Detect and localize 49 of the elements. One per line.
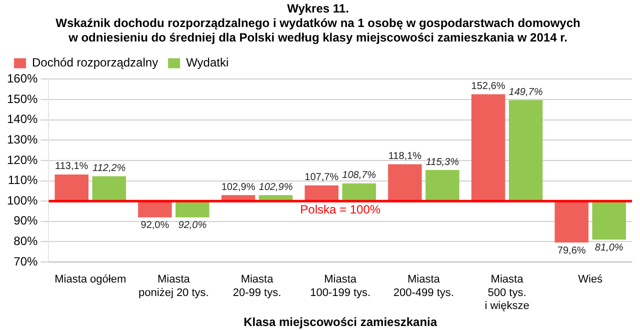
y-tick-label: 130% <box>6 132 38 146</box>
data-label: 118,1% <box>388 151 422 162</box>
x-tick-label: Miasta 100-199 tys. <box>310 274 371 299</box>
x-tick-label: Miasta 500 tys. i większe <box>484 274 530 312</box>
bar <box>508 100 543 202</box>
data-label: 115,3% <box>426 156 460 168</box>
chart-title: Wykres 11. <box>287 2 349 16</box>
y-tick-label: 80% <box>14 234 38 248</box>
bar <box>592 201 626 240</box>
legend-label: Wydatki <box>186 56 229 70</box>
bar <box>342 183 376 202</box>
y-tick-label: 90% <box>14 214 38 228</box>
bar <box>471 94 506 202</box>
data-label: 149,7% <box>508 86 543 98</box>
y-tick-label: 70% <box>14 254 38 268</box>
x-axis-title: Klasa miejscowości zamieszkania <box>244 315 438 330</box>
x-tick-label: Miasta 200-499 tys. <box>393 274 454 299</box>
data-label: 92,0% <box>140 220 170 232</box>
bar <box>176 201 210 218</box>
data-label: 102,9% <box>258 182 293 193</box>
bar <box>426 170 460 202</box>
y-tick-label: 120% <box>6 152 38 167</box>
y-tick-label: 100% <box>6 193 38 208</box>
data-label: 92,0% <box>178 220 207 232</box>
y-tick-label: 150% <box>6 92 38 106</box>
bar <box>92 176 126 202</box>
x-tick-label: Miasta ogółem <box>54 274 126 286</box>
x-tick-label: Miasta poniżej 20 tys. <box>138 274 209 299</box>
ref-line-label: Polska = 100% <box>300 202 381 216</box>
data-label: 81,0% <box>594 242 624 254</box>
bar <box>54 174 88 202</box>
x-tick-label: Wieś <box>578 274 604 286</box>
data-label: 152,6% <box>471 80 506 92</box>
bar <box>304 185 338 202</box>
bar <box>554 201 588 242</box>
legend-label: Dochód rozporządzalny <box>32 56 158 70</box>
data-label: 108,7% <box>342 170 376 182</box>
bar <box>388 164 422 202</box>
data-label: 102,9% <box>221 182 256 193</box>
data-label: 107,7% <box>304 172 339 184</box>
x-tick-label: Miasta 20-99 tys. <box>232 274 282 299</box>
chart-subtitle: Wskaźnik dochodu rozporządzalnego i wydatków na 1 osobę w gospodarstwach domowych w odniesieniu do średniej dla Polski według klasy miejscowości zamieszkania w 2014 r. <box>56 16 580 44</box>
data-label: 79,6% <box>557 245 586 256</box>
data-label: 113,1% <box>55 161 88 172</box>
data-label: 112,2% <box>92 163 126 174</box>
y-tick-label: 160% <box>6 72 38 86</box>
y-tick-label: 140% <box>6 112 38 126</box>
bar <box>138 201 172 218</box>
y-tick-label: 110% <box>8 173 38 188</box>
